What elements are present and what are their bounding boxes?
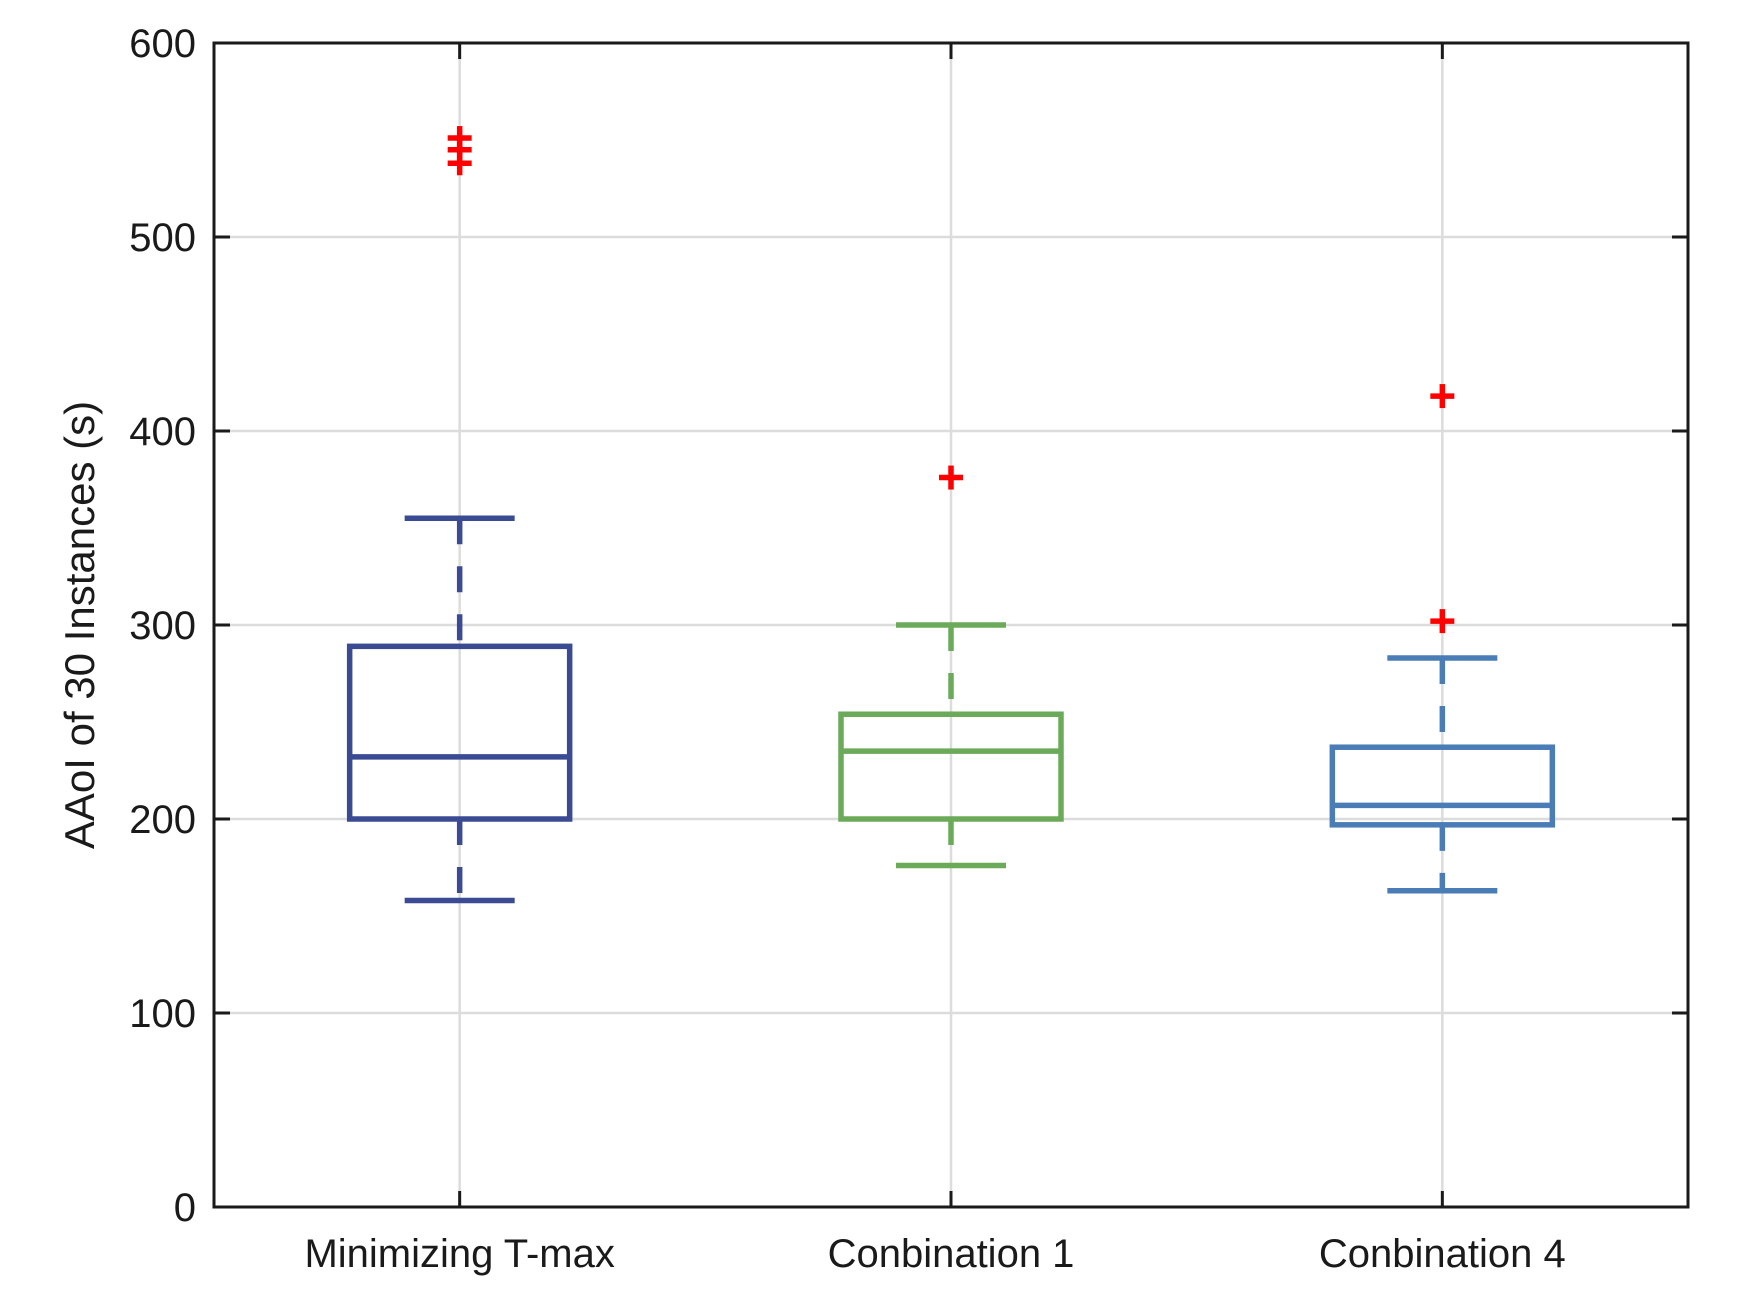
y-tick-label-0: 0 xyxy=(174,1186,196,1230)
box-series xyxy=(346,515,1556,904)
outlier-2-0 xyxy=(1430,609,1455,634)
box-2 xyxy=(1329,655,1556,894)
y-tick-label-400: 400 xyxy=(129,410,196,454)
y-tick-label-500: 500 xyxy=(129,216,196,260)
y-axis-tick-labels: 0 100 200 300 400 500 600 xyxy=(129,22,196,1230)
outlier-0-2 xyxy=(447,126,472,151)
box-0 xyxy=(346,515,573,904)
y-tick-label-200: 200 xyxy=(129,798,196,842)
outlier-2-1 xyxy=(1430,384,1455,409)
x-tick-label-1: Conbination 1 xyxy=(828,1232,1075,1276)
iqr-box-0 xyxy=(346,643,573,822)
y-tick-label-100: 100 xyxy=(129,992,196,1036)
outlier-markers xyxy=(447,126,1455,634)
iqr-box-2 xyxy=(1329,744,1556,828)
x-tick-label-2: Conbination 4 xyxy=(1319,1232,1566,1276)
y-tick-label-600: 600 xyxy=(129,22,196,66)
box-1 xyxy=(838,622,1064,869)
x-axis-tick-labels: Minimizing T-max Conbination 1 Conbination… xyxy=(304,1232,1565,1276)
iqr-box-1 xyxy=(838,711,1064,822)
outlier-1-0 xyxy=(939,465,963,490)
y-tick-label-300: 300 xyxy=(129,604,196,648)
axis-ticks xyxy=(214,41,1688,1209)
y-axis-label: AAoI of 30 Instances (s) xyxy=(56,401,103,849)
x-tick-label-0: Minimizing T-max xyxy=(304,1232,614,1276)
